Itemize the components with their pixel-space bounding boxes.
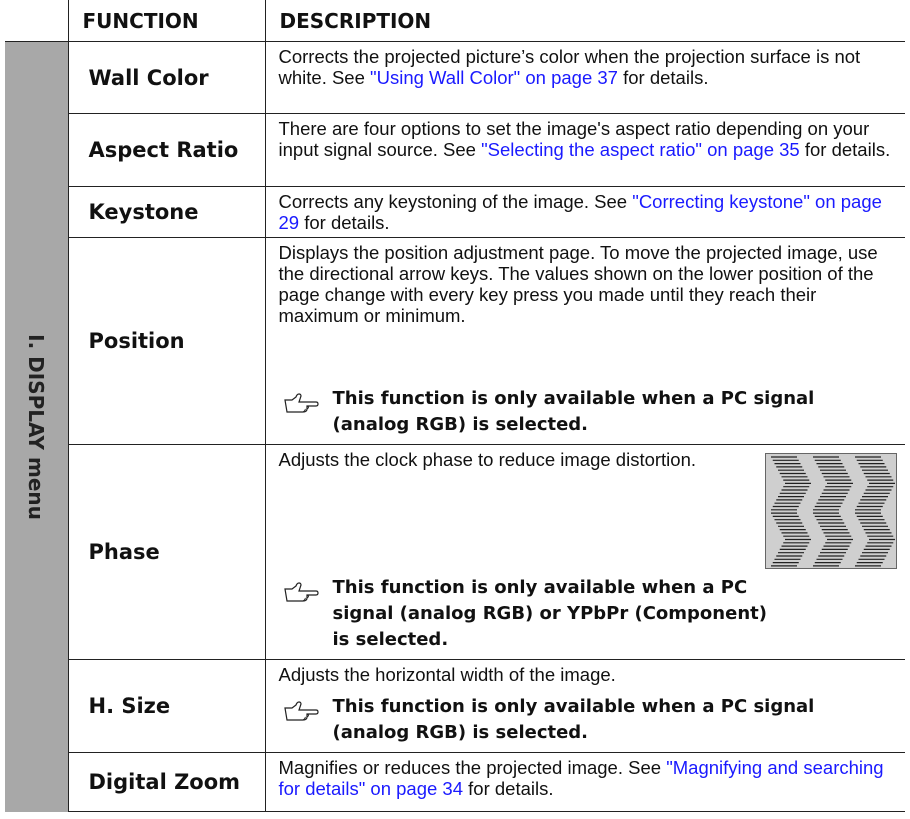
- description-text: Displays the position adjustment page. T…: [279, 242, 898, 326]
- description-text-segment: Displays the position adjustment page. T…: [278, 242, 878, 326]
- description-text-segment: for details.: [799, 139, 891, 160]
- cross-reference-link: "Selecting the aspect ratio" on page 35: [481, 139, 800, 160]
- table-row: Keystone Corrects any keystoning of the i…: [5, 186, 905, 238]
- description-content: There are four options to set the image'…: [279, 118, 898, 182]
- cross-reference-link: "Using Wall Color" on page 37: [370, 67, 618, 88]
- note-text: This function is only available when a P…: [332, 577, 767, 650]
- description-text-segment: Corrects the projected picture’s color w…: [278, 46, 861, 88]
- function-name: Aspect Ratio: [67, 113, 266, 187]
- note-text: This function is only available when a P…: [332, 388, 815, 435]
- note-icon: [283, 582, 319, 602]
- table-row: I. DISPLAY menu Wall Color Corrects the pr…: [5, 41, 905, 812]
- note-icon: [283, 393, 319, 413]
- function-table: FUNCTION DESCRIPTION I. DISPLAY menu Wall…: [5, 0, 905, 812]
- function-name: Digital Zoom: [67, 752, 266, 812]
- description-text-segment: for details.: [617, 67, 709, 88]
- table-row: Phase Adjusts the clock phase to reduce i…: [5, 444, 905, 660]
- hand-fingers: [302, 405, 309, 413]
- table-row: H. Size Adjusts the horizontal width of t…: [5, 659, 905, 753]
- table-row: Digital Zoom Magnifies or reduces the pro…: [5, 752, 905, 812]
- hand-outline: [283, 393, 319, 413]
- description-text: Corrects any keystoning of the image. Se…: [279, 191, 898, 233]
- header-description: DESCRIPTION: [264, 0, 905, 42]
- cross-reference-link: "Correcting keystone" on page 29: [278, 191, 882, 233]
- description-content: Displays the position adjustment page. T…: [279, 242, 898, 440]
- description-text: Adjusts the clock phase to reduce image …: [279, 449, 697, 569]
- hand-fingers: [302, 713, 309, 721]
- description-text-segment: Magnifies or reduces the projected image…: [278, 757, 667, 778]
- hand-fingers: [302, 594, 309, 602]
- function-name: Keystone: [67, 186, 266, 238]
- function-name: Position: [67, 237, 266, 445]
- description-content: Adjusts the clock phase to reduce image …: [279, 449, 898, 655]
- description-content: Corrects any keystoning of the image. Se…: [279, 191, 898, 233]
- description-text-segment: Adjusts the horizontal width of the imag…: [278, 664, 616, 685]
- description-cell: Magnifies or reduces the projected image…: [264, 752, 905, 812]
- function-name: Wall Color: [67, 41, 266, 114]
- menu-label: I. DISPLAY menu: [24, 333, 49, 520]
- description-cell: There are four options to set the image'…: [264, 113, 905, 187]
- description-text: Adjusts the horizontal width of the imag…: [279, 664, 898, 685]
- description-cell: Adjusts the clock phase to reduce image …: [264, 444, 905, 660]
- table-body: I. DISPLAY menu Wall Color Corrects the pr…: [5, 41, 905, 812]
- header-function: FUNCTION: [67, 0, 266, 42]
- header-blank: [5, 0, 68, 42]
- hand-outline: [283, 701, 319, 721]
- hand-outline: [283, 582, 319, 602]
- description-text-segment: Adjusts the clock phase to reduce image …: [278, 449, 697, 470]
- note-icon: [283, 701, 319, 721]
- cross-reference-link: "Magnifying and searching for details" o…: [278, 757, 884, 799]
- description-cell: Adjusts the horizontal width of the imag…: [264, 659, 905, 753]
- function-name: H. Size: [67, 659, 266, 753]
- document: FUNCTION DESCRIPTION I. DISPLAY menu Wall…: [5, 0, 905, 812]
- note: This function is only available when a P…: [279, 694, 898, 746]
- table-row: Aspect Ratio There are four options to se…: [5, 113, 905, 187]
- note: This function is only available when a P…: [279, 575, 898, 653]
- description-text: Magnifies or reduces the projected image…: [279, 757, 898, 799]
- description-text-segment: There are four options to set the image'…: [278, 118, 870, 160]
- note: This function is only available when a P…: [279, 386, 898, 438]
- description-text-segment: Corrects any keystoning of the image. Se…: [278, 191, 633, 212]
- description-content: Adjusts the horizontal width of the imag…: [279, 664, 898, 748]
- description-text: There are four options to set the image'…: [279, 118, 898, 160]
- description-cell: Corrects the projected picture’s color w…: [264, 41, 905, 114]
- description-text-segment: for details.: [299, 212, 390, 233]
- description-cell: Corrects any keystoning of the image. Se…: [264, 186, 905, 238]
- note-text: This function is only available when a P…: [332, 696, 815, 743]
- description-text: Corrects the projected picture’s color w…: [279, 46, 898, 88]
- menu-side-cell: I. DISPLAY menu: [5, 41, 69, 812]
- function-name: Phase: [67, 444, 266, 660]
- description-content: Magnifies or reduces the projected image…: [279, 757, 898, 807]
- description-cell: Displays the position adjustment page. T…: [264, 237, 905, 445]
- description-text-segment: for details.: [463, 778, 554, 799]
- table-row: Position Displays the position adjustment…: [5, 237, 905, 445]
- phase-top: Adjusts the clock phase to reduce image …: [279, 449, 897, 569]
- header-row: FUNCTION DESCRIPTION: [5, 0, 905, 42]
- phase-illustration: [765, 453, 897, 569]
- description-content: Corrects the projected picture’s color w…: [279, 46, 898, 109]
